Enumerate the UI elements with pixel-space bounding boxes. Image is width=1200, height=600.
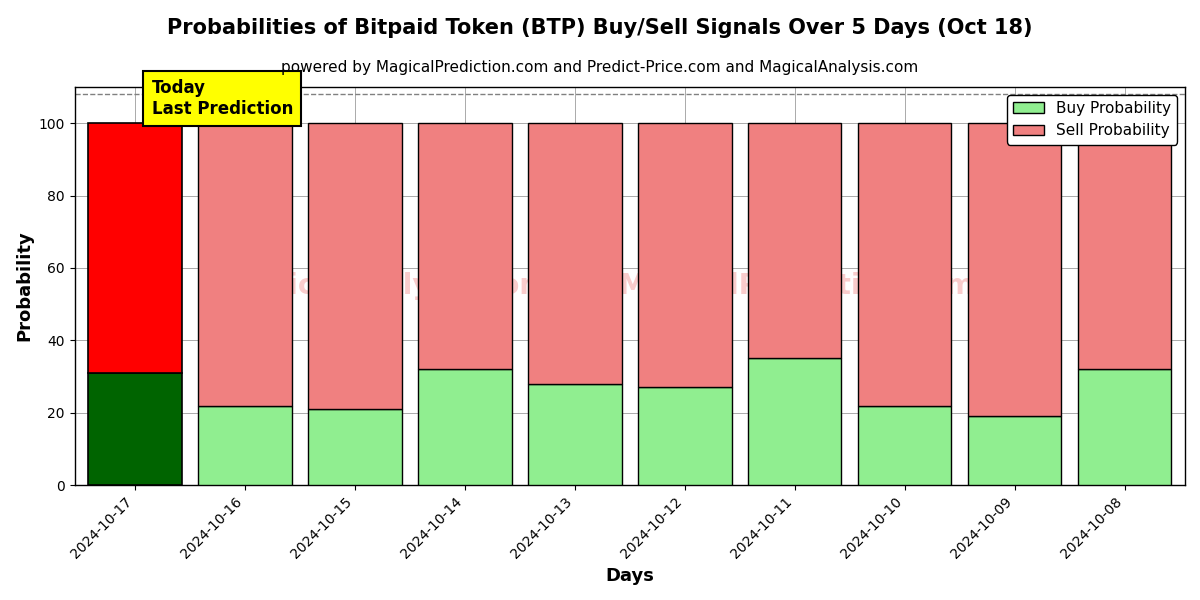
Bar — [968, 123, 1061, 416]
Bar — [748, 123, 841, 358]
X-axis label: Days: Days — [605, 567, 654, 585]
Bar — [89, 373, 182, 485]
Text: Today
Last Prediction: Today Last Prediction — [151, 79, 293, 118]
Text: MagicalAnalysis.com: MagicalAnalysis.com — [222, 272, 548, 300]
Bar — [1078, 370, 1171, 485]
Bar — [968, 416, 1061, 485]
Bar — [858, 123, 952, 406]
Bar — [198, 406, 292, 485]
Bar — [528, 384, 622, 485]
Bar — [748, 358, 841, 485]
Text: powered by MagicalPrediction.com and Predict-Price.com and MagicalAnalysis.com: powered by MagicalPrediction.com and Pre… — [281, 60, 919, 75]
Bar — [419, 123, 511, 370]
Bar — [638, 388, 732, 485]
Bar — [308, 123, 402, 409]
Bar — [638, 123, 732, 388]
Text: MagicalPrediction.com: MagicalPrediction.com — [618, 272, 974, 300]
Legend: Buy Probability, Sell Probability: Buy Probability, Sell Probability — [1007, 95, 1177, 145]
Bar — [198, 123, 292, 406]
Text: Probabilities of Bitpaid Token (BTP) Buy/Sell Signals Over 5 Days (Oct 18): Probabilities of Bitpaid Token (BTP) Buy… — [167, 18, 1033, 38]
Y-axis label: Probability: Probability — [16, 231, 34, 341]
Bar — [419, 370, 511, 485]
Bar — [89, 123, 182, 373]
Bar — [1078, 123, 1171, 370]
Bar — [308, 409, 402, 485]
Bar — [528, 123, 622, 384]
Bar — [858, 406, 952, 485]
